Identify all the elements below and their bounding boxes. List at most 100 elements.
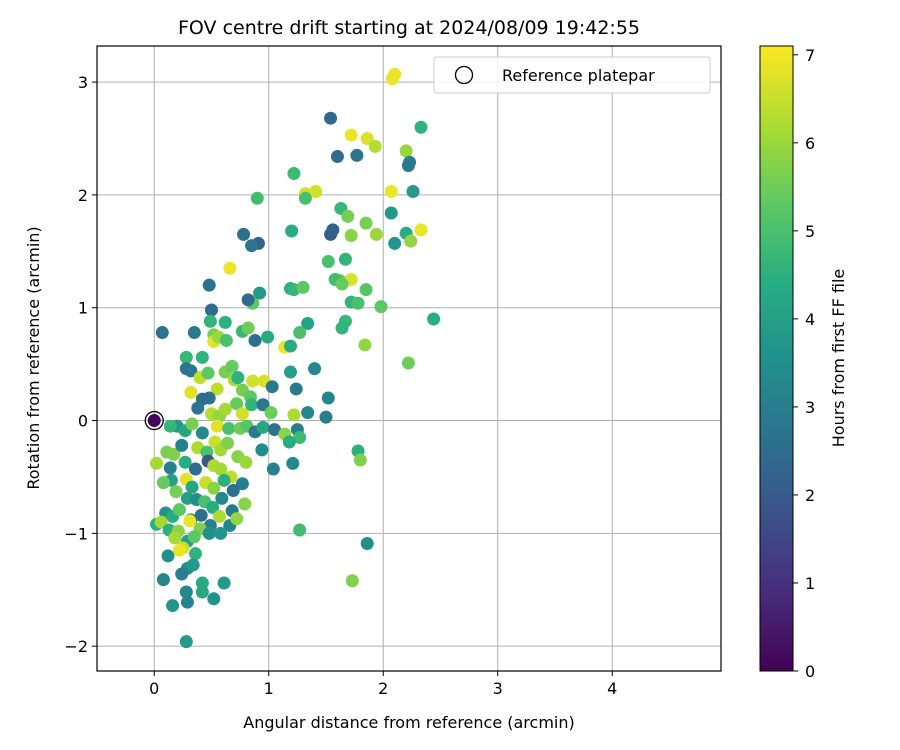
data-point — [359, 283, 373, 297]
data-point — [401, 356, 415, 370]
data-point — [175, 567, 189, 581]
y-axis-ticks: −2 −1 0 1 2 3 — [64, 73, 97, 656]
data-point — [406, 185, 420, 199]
legend-box — [433, 56, 711, 94]
data-point — [218, 315, 232, 329]
colorbar-tick-label: 2 — [805, 486, 815, 505]
x-tick-label: 0 — [149, 679, 159, 698]
colorbar-label: Hours from first FF file — [829, 269, 848, 448]
data-point — [195, 585, 209, 599]
data-point — [203, 314, 217, 328]
y-tick-label: 1 — [78, 299, 88, 318]
data-point — [255, 443, 269, 457]
data-point — [427, 312, 441, 326]
data-point — [267, 423, 281, 437]
data-point — [321, 254, 335, 268]
data-point — [188, 462, 202, 476]
data-point — [179, 350, 193, 364]
colorbar-tick-label: 7 — [805, 46, 815, 65]
reference-ring — [144, 410, 164, 431]
data-point — [301, 406, 315, 420]
data-point — [256, 398, 270, 412]
data-point — [287, 166, 301, 180]
colorbar-ticks: 0 1 2 3 4 5 6 7 — [793, 46, 815, 681]
data-point — [187, 530, 201, 544]
data-point — [283, 365, 297, 379]
data-point — [261, 330, 275, 344]
data-point — [191, 401, 205, 415]
data-point — [241, 321, 255, 335]
data-point — [168, 531, 182, 545]
data-point — [282, 435, 296, 449]
data-point — [161, 549, 175, 563]
x-tick-label: 3 — [493, 679, 503, 698]
data-point — [351, 296, 365, 310]
data-point — [359, 216, 373, 230]
data-point — [172, 503, 186, 517]
reference-marker — [144, 410, 164, 431]
y-tick-label: 2 — [78, 186, 88, 205]
data-point — [237, 227, 251, 241]
data-point — [401, 159, 415, 173]
data-point — [266, 462, 280, 476]
data-point — [308, 362, 322, 376]
data-point — [344, 229, 358, 243]
data-point — [385, 72, 399, 86]
data-point — [245, 239, 259, 253]
data-point — [214, 462, 228, 476]
data-point — [195, 350, 209, 364]
data-point — [223, 261, 237, 275]
data-point — [399, 144, 413, 158]
data-point — [218, 402, 232, 416]
data-point — [156, 573, 170, 587]
data-point — [238, 497, 252, 511]
data-point — [214, 526, 228, 540]
data-point — [156, 476, 170, 490]
data-point — [221, 436, 235, 450]
data-point — [289, 382, 303, 396]
data-point — [414, 120, 428, 134]
data-point — [360, 537, 374, 551]
colorbar-tick-label: 1 — [805, 574, 815, 593]
data-point — [241, 293, 255, 307]
data-point — [166, 599, 180, 613]
data-point — [195, 426, 209, 440]
data-point — [360, 132, 374, 146]
data-point — [341, 209, 355, 223]
data-point — [345, 574, 359, 588]
data-point — [207, 592, 221, 606]
data-point — [298, 191, 312, 205]
data-point — [225, 359, 239, 373]
data-point — [163, 461, 177, 475]
y-tick-label: 0 — [78, 412, 88, 431]
data-point — [231, 371, 245, 385]
data-point — [194, 508, 208, 522]
data-point — [230, 512, 244, 526]
data-point — [188, 547, 202, 561]
data-point — [293, 523, 307, 537]
data-point — [204, 303, 218, 317]
colorbar-tick-label: 4 — [805, 310, 815, 329]
data-point — [338, 252, 352, 266]
data-point — [172, 543, 186, 557]
x-tick-label: 1 — [264, 679, 274, 698]
data-point — [210, 382, 224, 396]
data-point — [202, 526, 216, 540]
data-point — [301, 317, 315, 331]
data-point — [155, 326, 169, 340]
y-tick-label: −1 — [64, 524, 88, 543]
data-point — [283, 339, 297, 353]
data-point — [183, 514, 197, 528]
colorbar-tick-label: 3 — [805, 398, 815, 417]
data-point — [184, 364, 198, 378]
data-point — [213, 509, 227, 523]
data-point — [235, 407, 249, 421]
data-point — [309, 185, 323, 199]
data-point — [388, 236, 402, 250]
data-point — [321, 391, 335, 405]
data-point — [150, 456, 164, 470]
data-point — [179, 585, 193, 599]
reference-point — [147, 414, 161, 428]
data-point — [186, 558, 200, 572]
chart-title: FOV centre drift starting at 2024/08/09 … — [178, 17, 640, 39]
